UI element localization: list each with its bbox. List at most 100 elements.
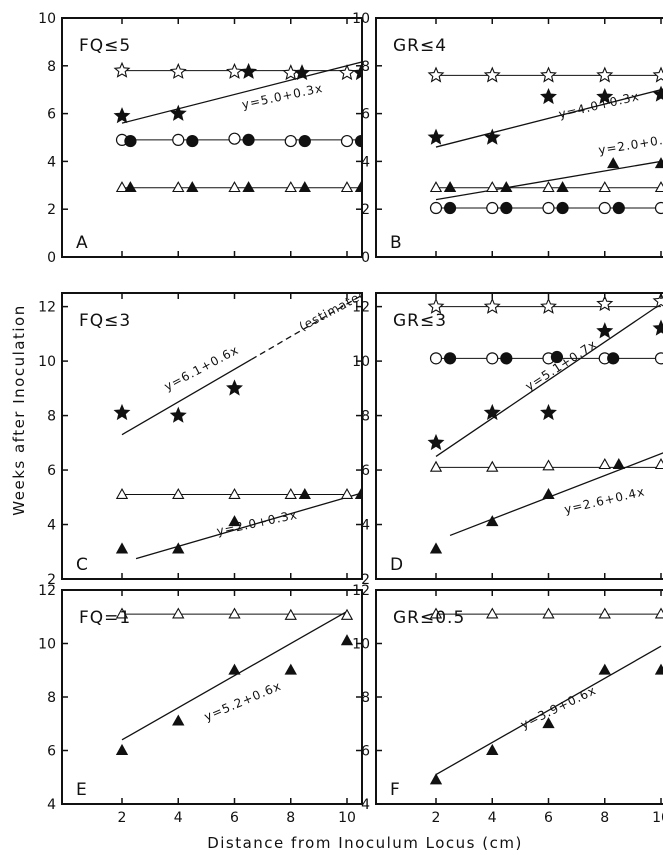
panel-letter: B — [390, 233, 402, 253]
data-point-triangle-filled — [298, 487, 311, 499]
data-point-triangle-filled — [443, 181, 457, 193]
x-tick-label: 10 — [652, 810, 663, 826]
data-point-triangle-open — [429, 460, 443, 472]
data-point-star-open — [427, 66, 445, 83]
panel-d: y=5.1+0.7x y=2.6+0.4x 2 4 6 8 10 12 GR≤3 D — [352, 292, 663, 588]
data-point-circle-open — [429, 201, 443, 215]
data-point-circle-open — [172, 133, 185, 146]
data-point-star-filled — [652, 319, 663, 336]
data-point-circle-open — [542, 201, 555, 215]
y-tick-label: 6 — [47, 463, 56, 479]
y-tick-label: 4 — [361, 518, 370, 534]
data-point-star-filled — [113, 107, 131, 124]
y-tick-label: 4 — [47, 797, 56, 813]
data-point-triangle-open — [228, 181, 241, 193]
data-point-triangle-filled — [654, 663, 663, 675]
data-point-circle-open — [486, 201, 499, 215]
data-point-triangle-open — [115, 181, 129, 193]
y-tick-label: 4 — [361, 797, 370, 813]
fit-line — [121, 610, 348, 741]
y-tick-label: 4 — [47, 154, 56, 170]
data-point-star-open — [652, 66, 663, 83]
data-point-triangle-filled — [598, 663, 611, 675]
data-point-triangle-open — [284, 181, 297, 193]
data-point-triangle-filled — [124, 181, 137, 193]
data-point-circle-open — [429, 352, 443, 365]
fit-line — [121, 358, 252, 436]
fit-line — [435, 160, 663, 201]
data-point-triangle-filled — [186, 181, 199, 193]
data-point-circle-filled — [500, 201, 513, 215]
data-point-star-filled — [483, 128, 501, 145]
data-point-triangle-open — [654, 607, 663, 619]
y-tick-label: 8 — [361, 59, 370, 75]
y-tick-label: 6 — [361, 463, 370, 479]
panel-plot-area: y=5.0+0.3x — [113, 18, 362, 257]
data-point-triangle-filled — [284, 663, 297, 675]
data-point-circle-open — [228, 132, 241, 145]
data-point-star-open — [540, 297, 557, 314]
data-point-circle-filled — [124, 134, 137, 148]
data-point-triangle-open — [115, 487, 129, 499]
y-tick-label: 6 — [47, 744, 56, 760]
data-point-triangle-open — [429, 181, 443, 193]
panel-letter: A — [76, 233, 88, 253]
fit-equation-label: y=5.1+0.7x — [523, 337, 600, 394]
panel-title: FQ=1 — [79, 608, 131, 628]
data-point-star-filled — [240, 62, 258, 79]
fit-equation-label: y=5.0+0.3x — [241, 81, 325, 112]
data-point-star-open — [540, 66, 557, 83]
data-point-circle-filled — [242, 133, 255, 146]
data-point-star-filled — [113, 403, 131, 421]
data-point-circle-filled — [443, 201, 457, 215]
fit-line — [121, 61, 362, 124]
data-point-triangle-filled — [612, 457, 625, 470]
data-point-triangle-filled — [242, 181, 255, 193]
data-point-circle-open — [340, 134, 354, 148]
y-tick-label: 10 — [352, 637, 370, 653]
x-axis-label: Distance from Inoculum Locus (cm) — [207, 834, 523, 852]
data-point-triangle-open — [598, 607, 611, 619]
y-tick-label: 4 — [361, 154, 370, 170]
x-tick-label: 6 — [230, 810, 239, 826]
data-point-triangle-open — [340, 487, 354, 499]
data-point-circle-filled — [550, 350, 564, 364]
y-tick-label: 10 — [352, 354, 370, 370]
panel-plot-area: y=4.0+0.3xy=2.0+0.2x — [427, 66, 663, 215]
data-point-triangle-open — [429, 607, 443, 619]
x-tick-label: 4 — [174, 810, 183, 826]
data-point-circle-filled — [612, 201, 625, 215]
data-point-triangle-filled — [607, 157, 620, 169]
panel-frame — [375, 17, 663, 258]
data-point-triangle-open — [486, 607, 499, 619]
data-point-triangle-open — [486, 181, 499, 193]
panel-title: FQ≤5 — [79, 36, 131, 56]
data-point-circle-filled — [500, 352, 513, 365]
data-point-star-open — [226, 62, 243, 79]
data-point-triangle-filled — [486, 515, 499, 527]
data-point-star-open — [596, 66, 614, 83]
data-point-circle-filled — [186, 134, 199, 148]
data-point-triangle-filled — [654, 157, 663, 169]
y-tick-label: 8 — [47, 409, 56, 425]
data-point-star-filled — [483, 403, 501, 421]
data-point-triangle-open — [172, 487, 185, 499]
fit-equation-label: y=2.6+0.4x — [563, 484, 647, 516]
y-tick-label: 8 — [47, 690, 56, 706]
fit-equation-label: y=5.2+0.6x — [202, 679, 283, 724]
panel-plot-area: y=6.1+0.6x(estimated)y=2.0+0.3x — [113, 293, 362, 579]
fit-line — [449, 452, 663, 537]
data-point-triangle-filled — [500, 181, 513, 193]
panel-plot-area: y=5.1+0.7x y=2.6+0.4x — [427, 293, 663, 554]
panel-c: y=6.1+0.6x(estimated)y=2.0+0.3x 2 4 6 8 10 12 F… — [38, 292, 363, 588]
data-point-triangle-open — [542, 607, 555, 619]
x-tick-label: 10 — [338, 810, 356, 826]
data-point-star-filled — [652, 85, 663, 102]
data-point-triangle-open — [654, 457, 663, 470]
data-point-triangle-filled — [556, 181, 569, 193]
x-tick-label: 8 — [600, 810, 609, 826]
panel-plot-area: y=3.9+0.6x — [429, 607, 663, 785]
x-tick-label: 2 — [118, 810, 127, 826]
y-tick-label: 6 — [361, 744, 370, 760]
data-point-triangle-open — [172, 607, 185, 619]
